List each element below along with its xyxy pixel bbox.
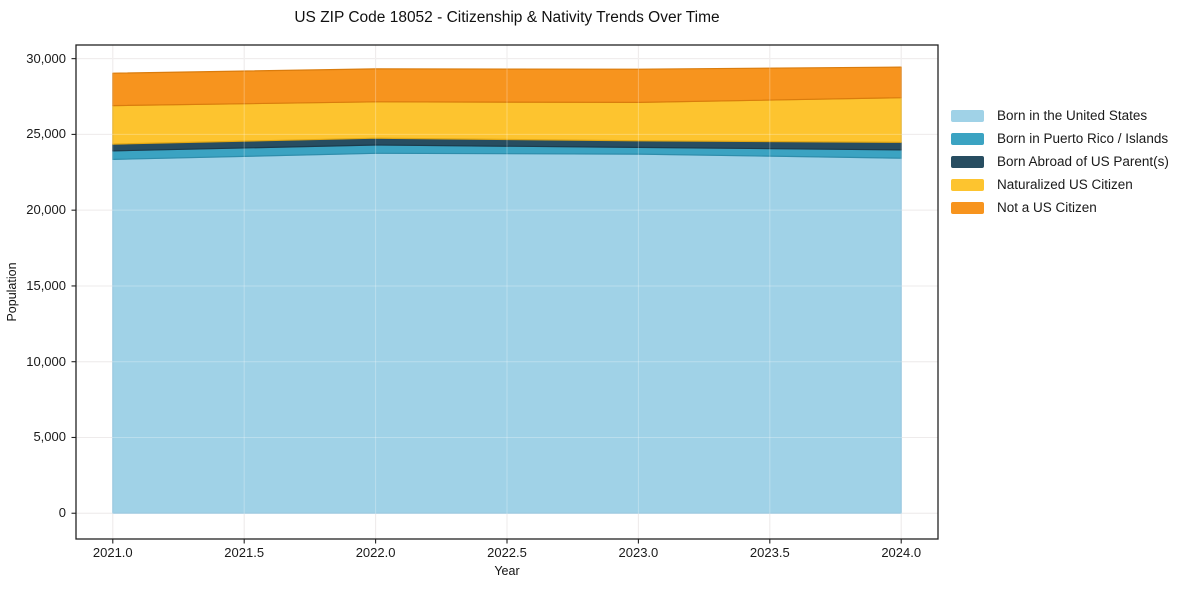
legend-swatch <box>951 109 984 122</box>
x-tick-label: 2023.0 <box>618 545 659 560</box>
x-tick-label: 2023.5 <box>749 545 790 560</box>
legend-label: Born in the United States <box>997 108 1148 123</box>
area-not-a-us-citizen <box>112 66 902 107</box>
y-tick-label: 15,000 <box>26 277 66 293</box>
y-tick-label: 5,000 <box>33 429 66 445</box>
legend-label: Naturalized US Citizen <box>997 177 1133 192</box>
x-axis-label: Year <box>494 564 520 578</box>
x-tick-label: 2024.0 <box>881 545 922 560</box>
y-tick-label: 10,000 <box>26 353 66 369</box>
plot-border <box>75 44 939 540</box>
x-tick-label: 2022.5 <box>487 545 527 560</box>
legend: Born in the United States Born in Puerto … <box>951 104 1169 219</box>
legend-item-born-in-the-united-states: Born in the United States <box>951 104 1169 127</box>
x-tick-label: 2021.5 <box>224 545 265 560</box>
legend-swatch <box>951 132 984 145</box>
legend-item-born-in-puerto-rico-islands: Born in Puerto Rico / Islands <box>951 127 1169 150</box>
y-tick-label: 30,000 <box>26 50 66 66</box>
legend-swatch <box>951 201 984 214</box>
chart-title: US ZIP Code 18052 - Citizenship & Nativi… <box>294 9 720 26</box>
legend-item-naturalized-us-citizen: Naturalized US Citizen <box>951 173 1169 196</box>
x-tick-label: 2021.0 <box>92 545 133 560</box>
y-tick-label: 25,000 <box>26 126 66 142</box>
x-tick-label: 2022.0 <box>355 545 396 560</box>
y-tick-label: 20,000 <box>26 202 66 218</box>
legend-label: Born Abroad of US Parent(s) <box>997 154 1169 169</box>
y-tick-label: 0 <box>58 505 66 521</box>
legend-label: Not a US Citizen <box>997 200 1097 215</box>
legend-item-not-a-us-citizen: Not a US Citizen <box>951 196 1169 219</box>
legend-item-born-abroad-of-us-parent-s: Born Abroad of US Parent(s) <box>951 150 1169 173</box>
legend-swatch <box>951 178 984 191</box>
legend-swatch <box>951 155 984 168</box>
legend-label: Born in Puerto Rico / Islands <box>997 131 1169 146</box>
